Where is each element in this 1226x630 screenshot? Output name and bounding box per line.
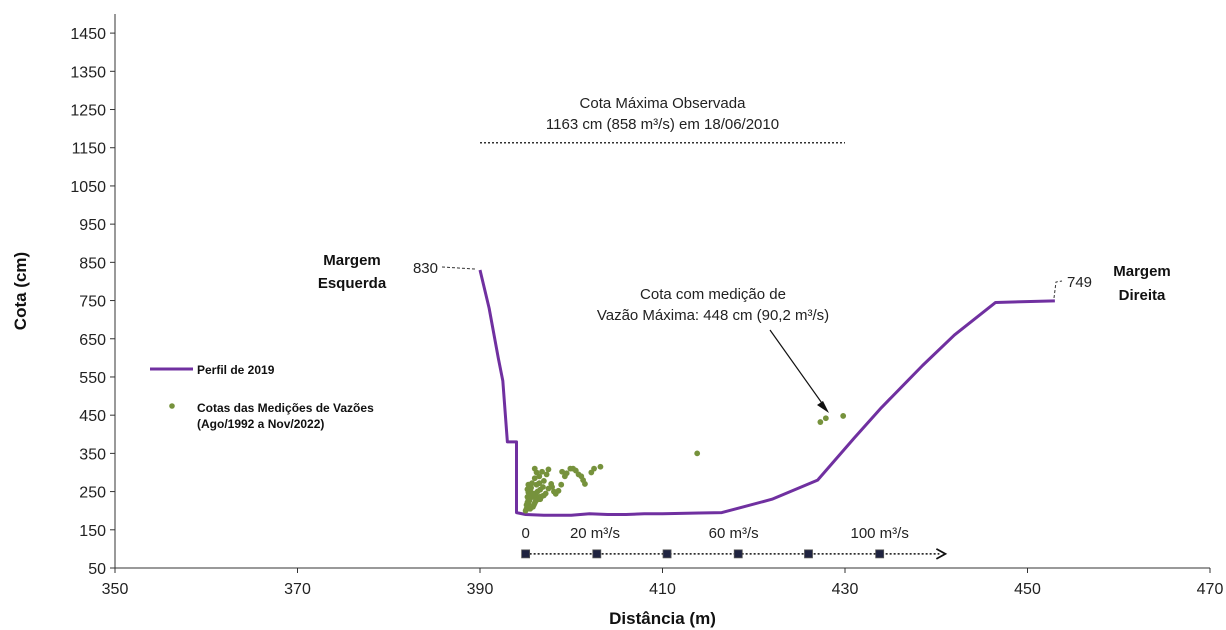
x-tick-label: 430: [832, 581, 859, 598]
flow-scale-label: 0: [521, 525, 529, 542]
label-830: 830: [413, 260, 438, 277]
measurement-point: [549, 484, 555, 490]
y-tick-label: 1050: [70, 179, 106, 196]
x-tick-label: 350: [102, 581, 129, 598]
vazao-maxima-title: Cota com medição de: [640, 286, 786, 303]
profile-series: [478, 269, 1055, 517]
legend-label-profile: Perfil de 2019: [197, 363, 275, 377]
measurement-point: [559, 468, 566, 475]
y-tick-label: 750: [79, 294, 106, 311]
measurement-point: [563, 470, 570, 477]
flow-scale-label: 60 m³/s: [709, 525, 759, 542]
x-axis-title: Distância (m): [609, 609, 716, 628]
measurement-point: [582, 481, 588, 487]
measurement-point: [531, 465, 538, 472]
legend-label-measurements-period: (Ago/1992 a Nov/2022): [197, 417, 324, 431]
y-tick-label: 1150: [72, 141, 107, 158]
margem-esquerda-label: Margem: [323, 252, 381, 269]
flow-scale-marker: [662, 549, 672, 559]
y-tick-label: 550: [79, 370, 106, 387]
x-tick-label: 450: [1014, 581, 1041, 598]
legend: Perfil de 2019 Cotas das Medições de Vazõ…: [150, 363, 374, 431]
measurement-point: [591, 465, 597, 472]
y-tick-label: 1250: [70, 103, 106, 120]
vazao-maxima-arrow-line: [769, 329, 825, 407]
x-tick-label: 390: [467, 581, 494, 598]
flow-scale-arrowhead: [935, 548, 948, 560]
y-axis-title: Cota (cm): [11, 252, 30, 330]
flow-scale: 0 20 m³/s 60 m³/s 100 m³/s: [521, 525, 948, 560]
vazao-maxima-arrowhead: [817, 401, 829, 413]
y-tick-label: 1450: [70, 26, 106, 43]
annotations: Cota Máxima Observada 1163 cm (858 m³/s) …: [318, 95, 1171, 413]
leader-749: [1053, 280, 1063, 299]
cota-maxima-title: Cota Máxima Observada: [580, 95, 747, 112]
margem-direita-label: Margem: [1113, 263, 1171, 280]
y-tick-label: 450: [79, 408, 106, 425]
flow-scale-marker: [592, 549, 602, 559]
measurement-point: [817, 419, 824, 425]
axes: 50 150 250 350 450 550 650 750 850 950 1050 1150 125…: [11, 14, 1223, 628]
flow-scale-label: 20 m³/s: [570, 525, 620, 542]
label-749: 749: [1067, 274, 1092, 291]
flow-scale-label: 100 m³/s: [850, 525, 908, 542]
leader-830: [441, 266, 476, 270]
flow-scale-marker: [875, 549, 885, 559]
x-tick-label: 370: [284, 581, 311, 598]
measurement-point: [694, 450, 701, 457]
measurement-point: [540, 484, 546, 490]
y-tick-label: 950: [79, 217, 106, 234]
measurement-point: [558, 481, 565, 488]
measurement-point: [540, 477, 547, 484]
measurements-series: [522, 413, 847, 514]
y-tick-label: 850: [79, 255, 106, 272]
vazao-maxima-value: Vazão Máxima: 448 cm (90,2 m³/s): [597, 307, 829, 324]
y-tick-label: 650: [79, 332, 106, 349]
measurement-point: [529, 480, 535, 487]
y-tick-label: 250: [79, 485, 106, 502]
flow-scale-marker: [804, 549, 813, 559]
margem-direita-label: Direita: [1119, 287, 1166, 304]
y-tick-label: 1350: [70, 64, 106, 81]
measurement-point: [555, 487, 562, 494]
profile-line: [478, 269, 1055, 517]
flow-scale-marker: [733, 549, 743, 559]
cota-maxima-value: 1163 cm (858 m³/s) em 18/06/2010: [546, 116, 779, 133]
measurement-point: [536, 480, 543, 487]
y-tick-label: 50: [88, 561, 106, 578]
x-tick-label: 410: [649, 581, 676, 598]
legend-swatch-measurements: [169, 403, 175, 409]
measurement-point: [539, 468, 545, 475]
measurement-point: [531, 475, 538, 482]
measurement-point: [822, 415, 829, 422]
legend-label-measurements: Cotas das Medições de Vazões: [197, 401, 374, 415]
y-tick-label: 150: [79, 523, 106, 540]
measurement-point: [543, 471, 550, 478]
measurement-point: [542, 490, 549, 497]
measurement-point: [545, 466, 552, 473]
y-tick-label: 350: [79, 446, 106, 463]
margem-esquerda-label: Esquerda: [318, 275, 387, 292]
measurement-point: [840, 413, 847, 419]
flow-scale-marker: [521, 549, 531, 559]
x-tick-label: 470: [1197, 581, 1224, 598]
measurement-point: [597, 463, 604, 470]
